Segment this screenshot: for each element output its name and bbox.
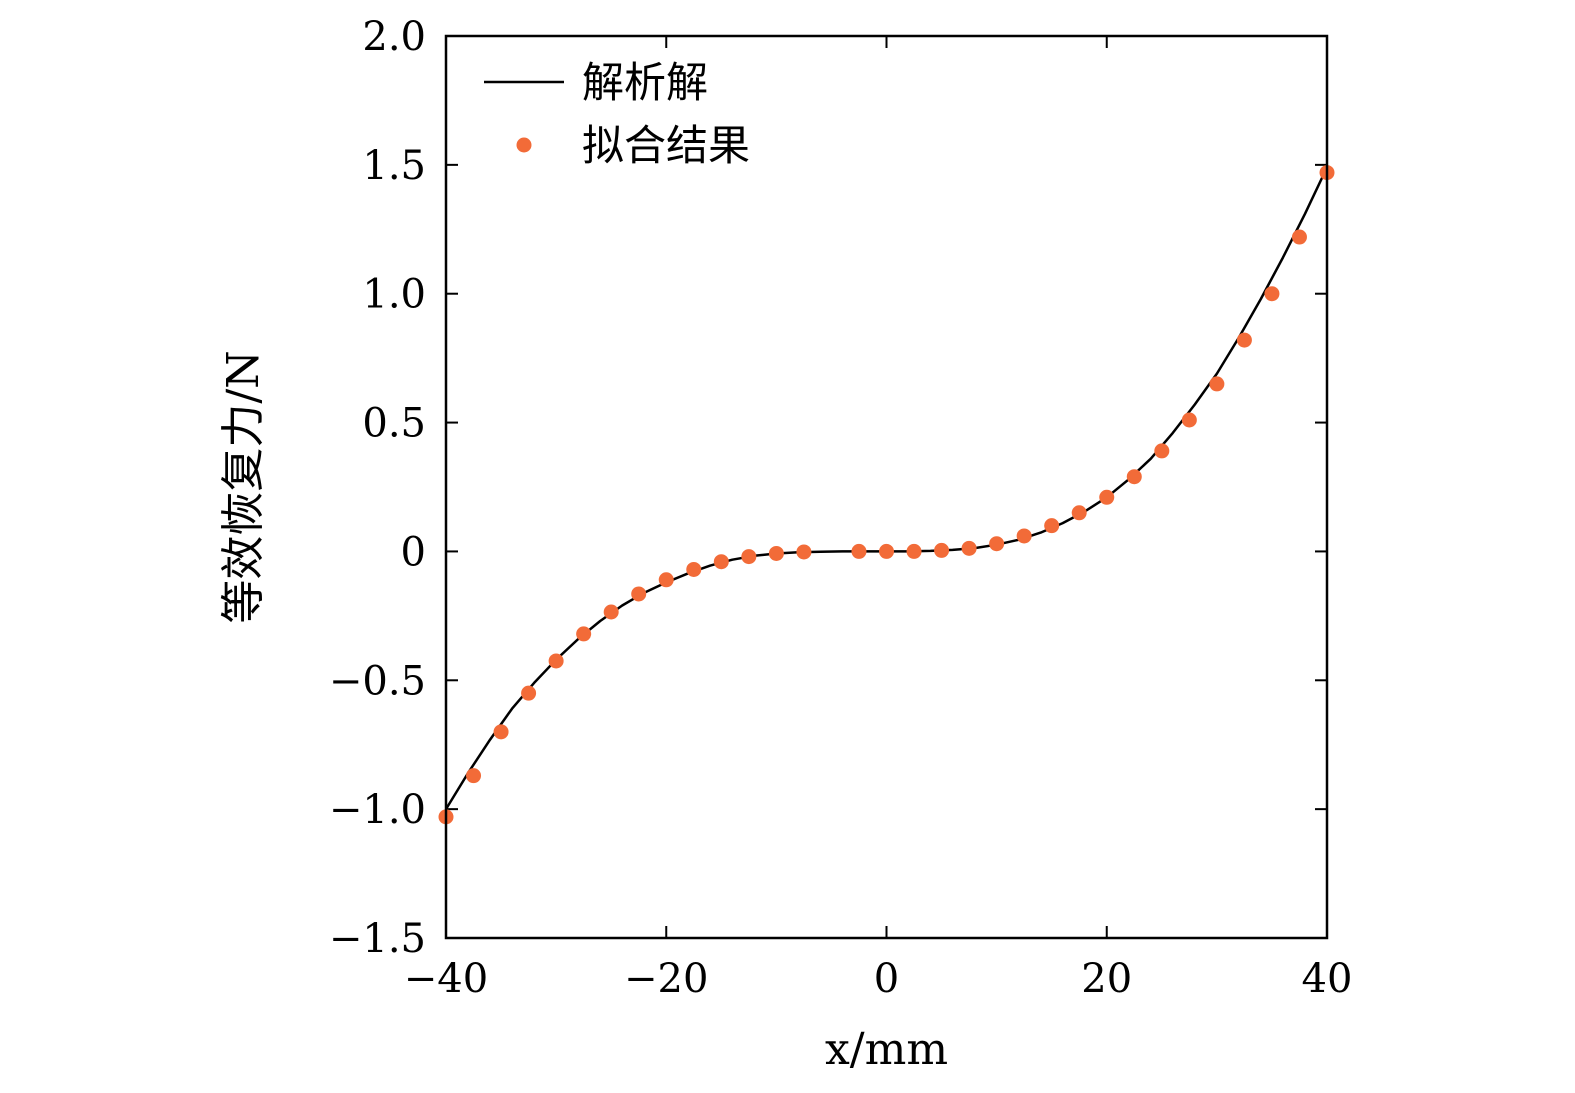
fit-result-point: [1044, 518, 1060, 534]
fit-result-point: [1071, 505, 1087, 521]
fit-result-point: [686, 561, 702, 577]
fit-result-point: [548, 653, 564, 669]
fit-result-point: [1126, 469, 1142, 485]
y-axis-label: 等效恢复力/N: [218, 350, 269, 623]
fit-result-point: [768, 545, 784, 561]
x-axis-label: x/mm: [825, 1024, 948, 1075]
fit-result-point: [1181, 412, 1197, 428]
fit-result-point: [466, 768, 482, 784]
fit-result-point: [1209, 376, 1225, 392]
fit-result-point: [989, 536, 1005, 552]
x-tick-label: 40: [1302, 956, 1353, 1002]
fit-result-point: [1291, 229, 1307, 245]
analytic-solution-line: [444, 166, 1329, 810]
fit-result-point: [493, 724, 509, 740]
plot-frame: [444, 34, 1329, 940]
y-tick-label: 1.0: [362, 272, 426, 318]
fit-result-point: [1099, 489, 1115, 505]
fit-result-point: [934, 542, 950, 558]
fit-result-point: [851, 543, 867, 559]
y-tick-label: −0.5: [329, 658, 426, 704]
y-tick-label: 0: [401, 529, 426, 575]
fit-result-point: [631, 586, 647, 602]
fit-result-point: [658, 572, 674, 588]
fit-result-point: [1236, 332, 1252, 348]
fit-result-point: [521, 685, 537, 701]
fit-result-point: [603, 604, 619, 620]
x-tick-label: −40: [404, 956, 488, 1002]
fit-result-point: [1154, 443, 1170, 459]
x-tick-label: −20: [624, 956, 708, 1002]
y-tick-label: 2.0: [362, 14, 426, 60]
legend-label-analytic: 解析解: [582, 58, 708, 107]
fit-result-point: [879, 543, 894, 559]
fit-result-point: [1264, 286, 1280, 302]
fit-result-point: [576, 626, 592, 642]
axis-ticks: −40 −20 0 20 40 2.0 1.5 1.0 0.5 0 −0.5 −1.0 −1.5: [329, 14, 1353, 1002]
y-tick-label: −1.0: [329, 787, 426, 833]
x-tick-label: 20: [1081, 956, 1132, 1002]
fit-result-point: [713, 554, 729, 570]
fit-result-point: [796, 544, 812, 560]
y-tick-label: 1.5: [362, 143, 426, 189]
legend-label-fit: 拟合结果: [582, 121, 750, 170]
y-tick-label: −1.5: [329, 916, 426, 962]
y-tick-label: 0.5: [362, 401, 426, 447]
fit-result-point: [741, 549, 757, 565]
fit-result-point: [1016, 528, 1032, 544]
series-layer: [438, 165, 1335, 825]
legend-dot-swatch: [516, 137, 532, 153]
x-tick-label: 0: [874, 956, 899, 1002]
fit-result-point: [961, 540, 977, 556]
fit-result-point: [906, 543, 922, 559]
